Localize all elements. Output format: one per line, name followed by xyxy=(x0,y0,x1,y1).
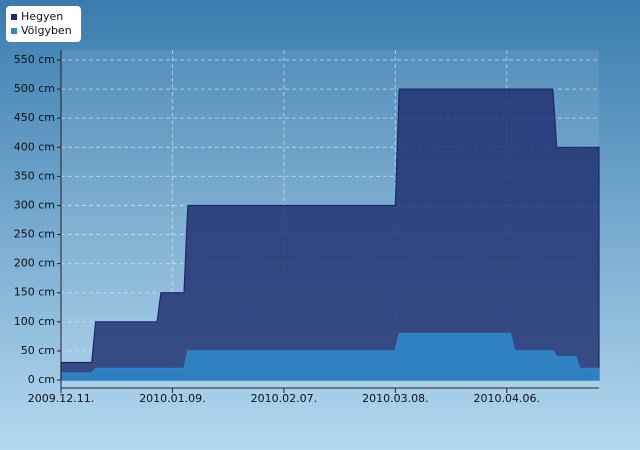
y-tick-label: 450 cm xyxy=(14,111,55,124)
y-tick-label: 400 cm xyxy=(14,140,55,153)
y-tick-label: 150 cm xyxy=(14,286,55,299)
legend-swatch xyxy=(11,28,17,34)
area xyxy=(60,88,600,381)
legend-swatch xyxy=(11,14,17,20)
y-tick-label: 250 cm xyxy=(14,228,55,241)
y-tick-label: 0 cm xyxy=(28,373,55,386)
x-tick-label: 2009.12.11. xyxy=(28,392,94,405)
legend-label: Hegyen xyxy=(21,10,63,23)
y-tick-label: 200 cm xyxy=(14,257,55,270)
y-tick-label: 300 cm xyxy=(14,198,55,211)
x-tick-label: 2010.01.09. xyxy=(139,392,205,405)
x-tick-label: 2010.03.08. xyxy=(362,392,428,405)
x-tick-label: 2010.04.06. xyxy=(474,392,540,405)
y-tick-label: 100 cm xyxy=(14,315,55,328)
y-tick-label: 550 cm xyxy=(14,53,55,66)
x-tick-label: 2010.02.07. xyxy=(251,392,317,405)
area xyxy=(60,332,600,381)
legend-box xyxy=(6,6,81,42)
y-tick-label: 350 cm xyxy=(14,169,55,182)
legend-label: Völgyben xyxy=(21,24,72,37)
y-tick-label: 500 cm xyxy=(14,82,55,95)
y-tick-label: 50 cm xyxy=(21,344,55,357)
